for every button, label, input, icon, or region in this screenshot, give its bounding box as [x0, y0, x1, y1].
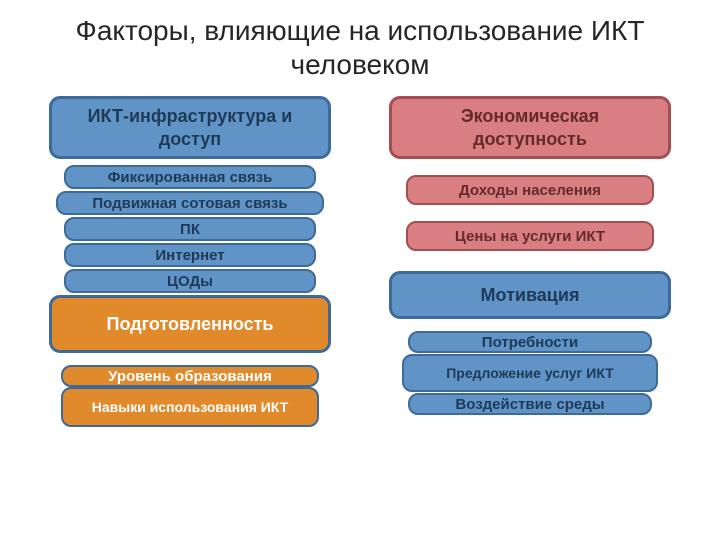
- column-right: Экономическая доступность Доходы населени…: [380, 96, 680, 427]
- category-box: Подготовленность: [49, 295, 331, 353]
- sub-item: ПК: [64, 217, 316, 241]
- sub-item: Подвижная сотовая связь: [56, 191, 324, 215]
- sub-item: Доходы населения: [406, 175, 654, 205]
- sub-item: Интернет: [64, 243, 316, 267]
- sub-item: Фиксированная связь: [64, 165, 316, 189]
- column-left: ИКТ-инфраструктура и доступ Фиксированная…: [40, 96, 340, 427]
- group-readiness: Подготовленность Уровень образованияНавык…: [40, 293, 340, 427]
- category-box: ИКТ-инфраструктура и доступ: [49, 96, 331, 159]
- group-motivation: Мотивация ПотребностиПредложение услуг ИК…: [380, 251, 680, 415]
- group-infrastructure: ИКТ-инфраструктура и доступ Фиксированная…: [40, 96, 340, 293]
- sub-item: Воздействие среды: [408, 393, 652, 415]
- sub-item: Навыки использования ИКТ: [61, 387, 319, 427]
- slide-title: Факторы, влияющие на использование ИКТ ч…: [40, 14, 680, 82]
- sub-item: Цены на услуги ИКТ: [406, 221, 654, 251]
- slide: Факторы, влияющие на использование ИКТ ч…: [0, 0, 720, 540]
- sub-item: Уровень образования: [61, 365, 319, 387]
- category-box: Экономическая доступность: [389, 96, 671, 159]
- columns: ИКТ-инфраструктура и доступ Фиксированная…: [40, 96, 680, 427]
- group-affordability: Экономическая доступность Доходы населени…: [380, 96, 680, 251]
- category-box: Мотивация: [389, 271, 671, 319]
- sub-item: ЦОДы: [64, 269, 316, 293]
- sub-item: Предложение услуг ИКТ: [402, 354, 658, 392]
- sub-item: Потребности: [408, 331, 652, 353]
